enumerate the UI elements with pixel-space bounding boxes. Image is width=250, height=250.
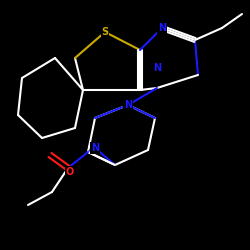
Text: S: S — [102, 27, 108, 37]
Text: N: N — [158, 23, 166, 33]
Text: N: N — [91, 143, 99, 153]
Text: N: N — [153, 63, 161, 73]
Text: N: N — [124, 100, 132, 110]
Text: O: O — [66, 167, 74, 177]
